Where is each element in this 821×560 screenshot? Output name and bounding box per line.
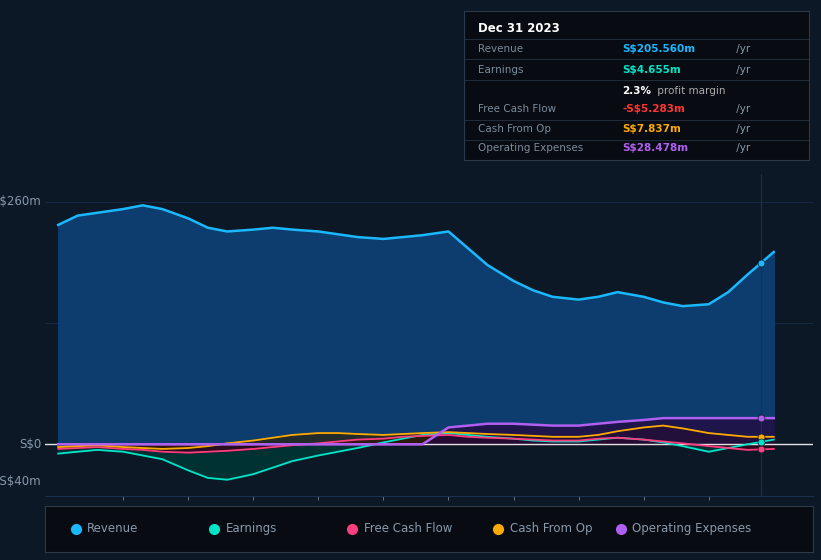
Text: Revenue: Revenue <box>87 522 139 535</box>
Text: -S$5.283m: -S$5.283m <box>622 104 686 114</box>
Text: Free Cash Flow: Free Cash Flow <box>364 522 452 535</box>
Text: S$4.655m: S$4.655m <box>622 65 681 75</box>
Text: profit margin: profit margin <box>654 86 725 96</box>
Text: S$7.837m: S$7.837m <box>622 124 681 134</box>
Text: Operating Expenses: Operating Expenses <box>632 522 752 535</box>
Text: Revenue: Revenue <box>478 44 523 54</box>
Text: -S$40m: -S$40m <box>0 475 41 488</box>
Text: Free Cash Flow: Free Cash Flow <box>478 104 556 114</box>
Text: Operating Expenses: Operating Expenses <box>478 143 583 153</box>
Text: /yr: /yr <box>733 44 750 54</box>
Text: Earnings: Earnings <box>226 522 277 535</box>
Text: S$28.478m: S$28.478m <box>622 143 689 153</box>
Text: Earnings: Earnings <box>478 65 523 75</box>
Text: 2.3%: 2.3% <box>622 86 652 96</box>
Text: /yr: /yr <box>733 104 750 114</box>
Text: S$260m: S$260m <box>0 195 41 208</box>
Text: /yr: /yr <box>733 65 750 75</box>
Text: S$0: S$0 <box>19 438 41 451</box>
Text: Cash From Op: Cash From Op <box>510 522 592 535</box>
Text: Dec 31 2023: Dec 31 2023 <box>478 22 559 35</box>
Text: /yr: /yr <box>733 143 750 153</box>
Text: Cash From Op: Cash From Op <box>478 124 551 134</box>
Text: S$205.560m: S$205.560m <box>622 44 695 54</box>
Text: /yr: /yr <box>733 124 750 134</box>
